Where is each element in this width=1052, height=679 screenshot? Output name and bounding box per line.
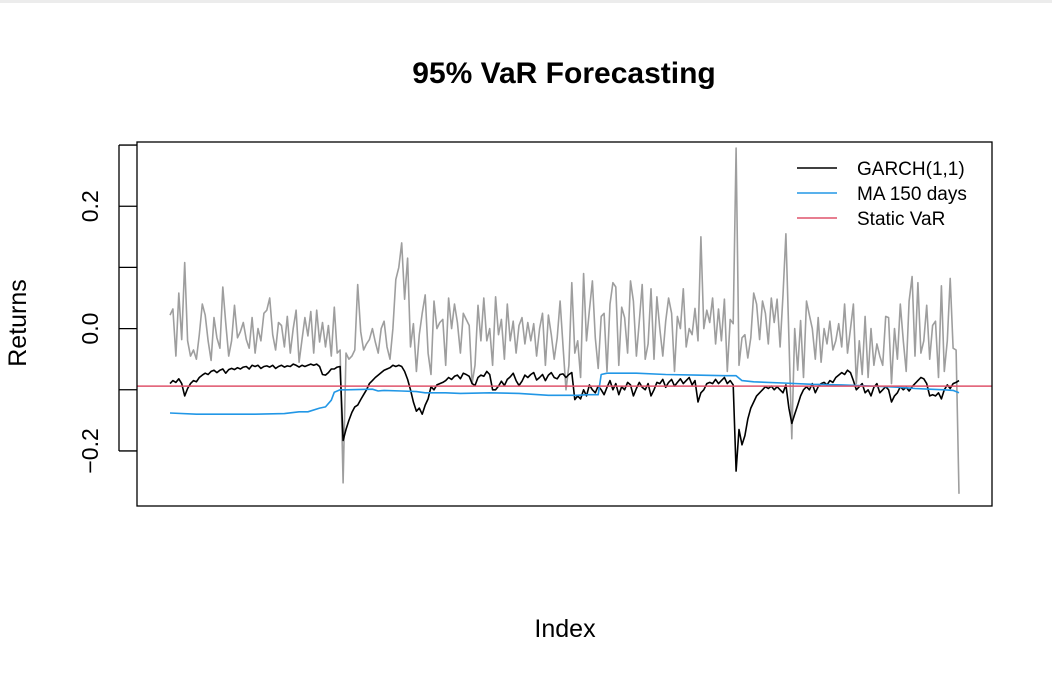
legend-label: Static VaR xyxy=(857,209,945,230)
y-tick-label: 0.2 xyxy=(77,190,103,222)
legend-label: MA 150 days xyxy=(857,184,967,205)
chart-title: 95% VaR Forecasting xyxy=(412,57,715,90)
x-axis-label: Index xyxy=(534,615,596,643)
plot-frame xyxy=(136,141,993,507)
returns-series-line xyxy=(169,147,960,494)
y-axis-label: Returns xyxy=(4,279,32,367)
legend-label: GARCH(1,1) xyxy=(857,159,965,180)
plot-area xyxy=(137,147,992,494)
y-tick-label: −0.2 xyxy=(77,428,103,473)
top-border xyxy=(0,0,1052,3)
garch-1-1-series-line xyxy=(169,363,960,472)
y-tick-label: 0.0 xyxy=(77,313,103,345)
legend: GARCH(1,1) MA 150 days Static VaR xyxy=(797,159,967,230)
y-axis: −0.2 0.0 0.2 xyxy=(77,144,137,474)
ma-150-days-series-line xyxy=(169,372,960,415)
